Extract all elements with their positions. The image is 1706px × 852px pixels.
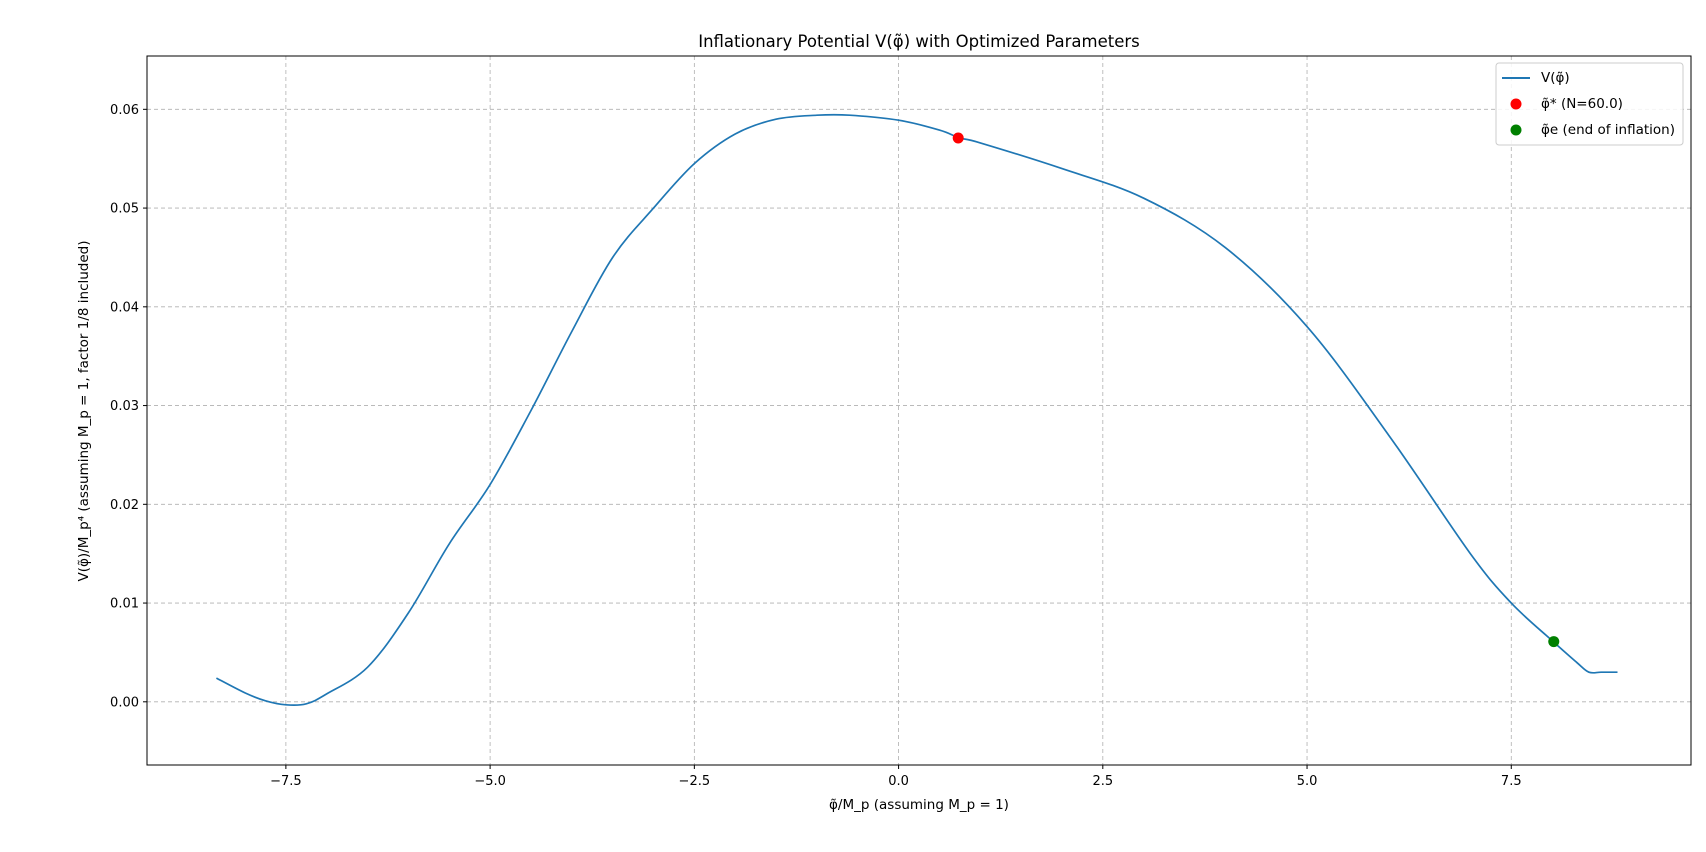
plot-series bbox=[216, 113, 1618, 707]
legend-label-phi-end: φ̃e (end of inflation) bbox=[1541, 122, 1675, 138]
potential-curve bbox=[216, 113, 1618, 707]
legend-label-potential: V(φ̃) bbox=[1541, 70, 1570, 86]
x-axis: −7.5 −5.0 −2.5 0.0 2.5 5.0 7.5 bbox=[270, 765, 1522, 789]
legend-label-phi-star: φ̃* (N=60.0) bbox=[1541, 96, 1623, 112]
y-tick-label: 0.02 bbox=[110, 498, 139, 513]
chart-title: Inflationary Potential V(φ̃) with Optimi… bbox=[698, 32, 1140, 51]
phi-star-point bbox=[952, 132, 964, 144]
x-tick-label: −5.0 bbox=[474, 774, 506, 789]
y-tick-label: 0.04 bbox=[110, 300, 139, 315]
y-tick-label: 0.00 bbox=[110, 695, 139, 710]
y-tick-label: 0.05 bbox=[110, 202, 139, 217]
legend-marker-phi-star bbox=[1510, 98, 1522, 110]
x-tick-label: 0.0 bbox=[888, 774, 909, 789]
plot-frame bbox=[146, 55, 1692, 766]
y-tick-label: 0.01 bbox=[110, 597, 139, 612]
grid bbox=[147, 56, 1691, 765]
y-tick-label: 0.03 bbox=[110, 399, 139, 414]
y-axis-label: V(φ̃)/M_p⁴ (assuming M_p = 1, factor 1/8… bbox=[76, 240, 92, 581]
y-axis: 0.00 0.01 0.02 0.03 0.04 0.05 0.06 bbox=[110, 103, 147, 710]
x-tick-label: 5.0 bbox=[1297, 774, 1318, 789]
y-tick-label: 0.06 bbox=[110, 103, 139, 118]
legend: V(φ̃) φ̃* (N=60.0) φ̃e (end of inflation… bbox=[1495, 62, 1684, 146]
x-tick-label: −2.5 bbox=[679, 774, 711, 789]
x-tick-label: −7.5 bbox=[270, 774, 302, 789]
legend-box bbox=[1495, 62, 1684, 146]
x-tick-label: 2.5 bbox=[1092, 774, 1113, 789]
x-axis-label: φ̃/M_p (assuming M_p = 1) bbox=[829, 797, 1009, 813]
x-tick-label: 7.5 bbox=[1501, 774, 1522, 789]
legend-marker-phi-end bbox=[1510, 124, 1522, 136]
phi-end-point bbox=[1548, 636, 1560, 648]
